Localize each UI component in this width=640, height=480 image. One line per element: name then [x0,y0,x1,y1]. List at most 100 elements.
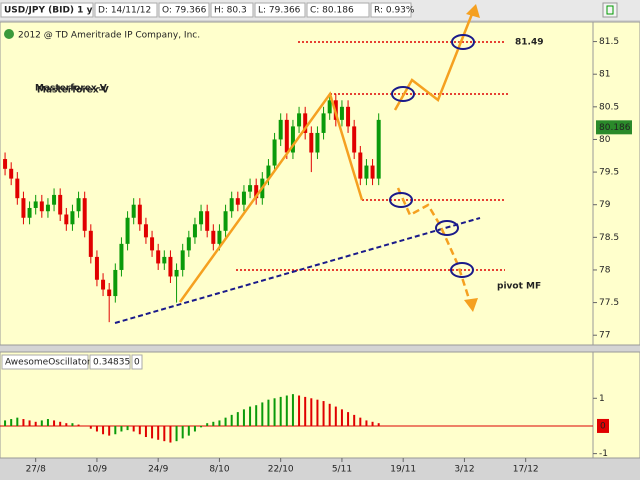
candles [3,93,381,323]
candle-body [327,100,332,114]
oscillator-bar [169,425,172,443]
oscillator-bar [114,425,117,435]
candle-body [162,256,167,264]
oscillator-bar [279,396,282,426]
candle-body [113,269,118,297]
candle-body [156,250,161,264]
oscillator-bar [4,420,7,426]
highlight-ellipse [451,34,475,50]
oscillator-bar [138,425,141,435]
oscillator-bar [77,424,80,426]
y-tick-label: 81.5 [599,37,619,47]
candle-body [223,211,228,231]
panel-icon-glyph [606,5,614,15]
candle-body [211,230,216,244]
x-tick-label: 19/11 [390,465,416,475]
chart-title: Masterforex-V [35,84,107,94]
oscillator-bar [212,421,215,426]
oscillator-bar [304,396,307,426]
candle-body [3,159,8,169]
x-tick-label: 17/12 [513,465,539,475]
zero-label-box [597,418,609,433]
x-tick-label: 5/11 [332,465,352,475]
oscillator-bar [273,398,276,426]
candle-body [52,194,57,205]
candle-body [88,230,93,257]
candle-body [58,194,63,215]
y-tick-label: 80.5 [599,102,619,112]
oscillator-bar [65,423,68,426]
y-tick-label: 77 [599,331,610,341]
oscillator-value: 0.34835 [93,358,130,368]
candle-body [174,269,179,277]
oscillator-bar [10,419,13,426]
candle-body [321,113,326,133]
forecast-down [396,187,472,303]
candle-body [278,119,283,140]
info-cell [94,2,158,18]
info-cell [158,2,210,18]
oscillator-bar [144,425,147,438]
oscillator-bar [322,401,325,426]
oscillator-bar [120,425,123,432]
oscillator-bar [340,409,343,426]
info-cell [1,354,89,370]
oscillator-bar [200,425,203,428]
oscillator-bar [151,425,154,439]
oscillator-bar [34,421,37,426]
candle-body [27,207,32,218]
candle-body [180,250,185,270]
candle-body [39,201,44,212]
candle-body [290,126,295,153]
oscillator-bar [236,412,239,426]
oscillator-bar [298,395,301,426]
oscillator-bar [28,420,31,426]
info-text: H: 80.3 [214,6,247,16]
candle-body [205,211,210,231]
info-cell [370,2,412,18]
trend-line [114,217,481,324]
panel-icon[interactable] [602,2,618,18]
highlight-ellipse [435,220,459,236]
oscillator-bar [267,399,270,426]
oscillator-value: 0 [134,358,140,368]
oscillator-bar [53,420,56,426]
candle-body [315,132,320,153]
x-tick-label: 10/9 [87,465,107,475]
candle-body [235,198,240,205]
oscillator-bar [334,406,337,426]
y-tick-label: 78 [599,265,611,275]
oscillator-bar [95,425,98,432]
arrow-head [466,4,480,18]
info-cells: USD/JPY (BID) 1 y DD: 14/11/12 O: 79.366 H… [0,2,415,18]
candle-body [217,230,222,244]
oscillator-bar [187,425,190,436]
info-text: D: 14/11/12 [98,6,151,16]
info-cell [254,2,306,18]
candle-body [168,256,173,277]
candle-body [346,106,351,127]
highlight-ellipse [450,262,474,278]
info-cell [306,2,370,18]
x-tick-label: 8/10 [209,465,229,475]
candle-body [376,119,381,179]
candle-body [254,185,259,199]
x-tick-label: 22/10 [268,465,294,475]
candle-body [125,217,130,244]
oscillator-bar [230,414,233,426]
oscillator-bar [163,425,166,442]
candle-body [76,198,81,212]
oscillator-title: AwesomeOscillator [5,358,91,368]
oscillator-bar [242,409,245,426]
y-tick-label: 80 [599,135,611,145]
y-tick-label: -1 [599,449,608,459]
main-panel [0,21,640,346]
candle-body [303,113,308,133]
candle-body [297,113,302,127]
highlight-ellipse [391,86,415,102]
info-text: R: 0.93% [374,6,415,16]
candle-body [199,211,204,225]
y-tick-label: 78.5 [599,233,619,243]
x-tick-label: 27/8 [26,465,46,475]
oscillator-bar [377,423,380,426]
